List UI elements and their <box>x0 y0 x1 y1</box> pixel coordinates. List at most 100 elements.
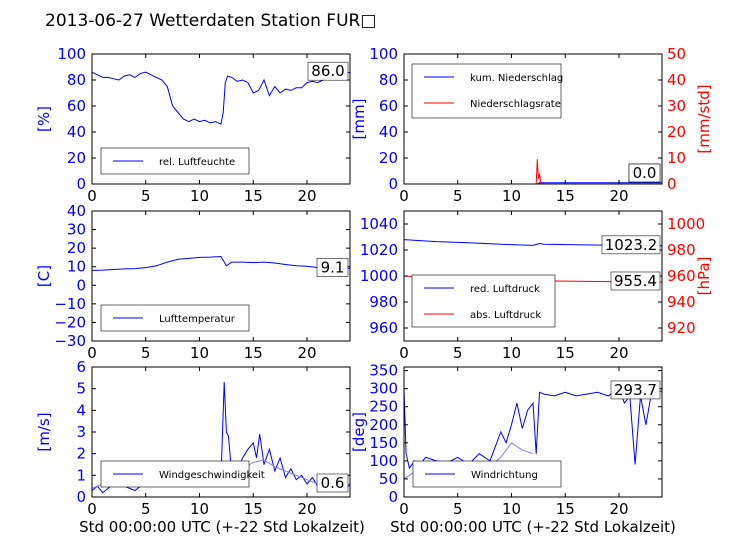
y-tick-label: 80 <box>379 71 398 89</box>
y-tick-label: 2 <box>76 445 86 463</box>
series-group <box>92 71 350 125</box>
y-tick-label: 100 <box>57 45 86 63</box>
current-value-box <box>601 235 661 255</box>
y-tick-label: 4 <box>76 401 86 419</box>
y-tick-label: 100 <box>369 45 398 63</box>
y-right-tick-label: 920 <box>667 319 696 337</box>
y-tick-label: 150 <box>369 434 398 452</box>
x-tick-label: 20 <box>297 344 316 362</box>
y-tick-label: 100 <box>369 452 398 470</box>
y-right-tick-label: 980 <box>667 241 696 259</box>
legend-label: Windgeschwindigkeit <box>159 470 265 481</box>
current-value-right-box <box>628 163 661 183</box>
x-tick-label: 20 <box>609 500 628 518</box>
series-line-lufttemperatur <box>92 255 350 271</box>
current-value: 293.7 <box>614 381 657 399</box>
legend-frame <box>100 147 250 175</box>
plot-frame <box>91 53 351 185</box>
current-value-box <box>316 258 349 277</box>
series-line-niederschlagsrate <box>404 159 662 184</box>
legend: kum. Niederschlag Niederschlagsrate <box>411 63 563 119</box>
y-axis-label: [m/s] <box>35 412 53 451</box>
panel-pressure: 0 5 10 15 20 960 980 1000 1020 1040 920 940 960 980 10… <box>360 210 713 362</box>
current-value: 86.0 <box>311 62 344 80</box>
y-tick-label: 5 <box>76 380 86 398</box>
x-tick-label: 20 <box>609 344 628 362</box>
y-tick-label: 40 <box>67 202 86 220</box>
x-tick-label: 10 <box>190 187 209 205</box>
y-tick-label: 10 <box>67 258 86 276</box>
legend: Windrichtung <box>412 460 562 488</box>
panel-precip: 0 5 10 15 20 0 20 40 60 80 100 [mm] 0 10 20 30 40 50 [mm/s… <box>350 45 713 205</box>
legend: Windgeschwindigkeit <box>100 460 265 488</box>
y-tick-label: 1020 <box>360 241 398 259</box>
series-group <box>404 159 662 184</box>
series-line-red-luftdruck <box>404 239 662 247</box>
panel-winddir: 0 5 10 15 20050100150200250300350[deg]293.7W… <box>350 362 663 518</box>
y-tick-label: 1 <box>76 466 86 484</box>
x-tick-label: 10 <box>502 344 521 362</box>
y-tick-label: −30 <box>54 332 86 350</box>
y-tick-label: 40 <box>67 123 86 141</box>
y-tick-label: 6 <box>76 358 86 376</box>
y-tick-label: 3 <box>76 423 86 441</box>
x-tick-label: 0 <box>87 344 97 362</box>
y-tick-label: 0 <box>76 276 86 294</box>
legend-label: kum. Niederschlag <box>470 73 563 84</box>
figure-title: 2013-06-27 Wetterdaten Station FUR□ <box>45 11 376 31</box>
x-tick-label: 0 <box>87 500 97 518</box>
legend-label: rel. Luftfeuchte <box>159 157 235 168</box>
legend: rel. Luftfeuchte <box>100 147 250 175</box>
y-tick-label: 0 <box>388 488 398 506</box>
x-tick-label: 10 <box>502 187 521 205</box>
y-tick-label: 30 <box>67 221 86 239</box>
series-group <box>92 255 350 271</box>
legend-label: Niederschlagsrate <box>470 99 561 110</box>
x-tick-label: 15 <box>556 344 575 362</box>
y-tick-label: 0 <box>76 175 86 193</box>
current-value-box <box>307 61 349 81</box>
x-tick-label: 15 <box>556 500 575 518</box>
y-right-axis-label: [hPa] <box>695 257 713 296</box>
y-right-tick-label: 0 <box>667 175 677 193</box>
x-tick-label: 20 <box>297 187 316 205</box>
x-tick-label: 0 <box>399 187 409 205</box>
y-right-tick-label: 940 <box>667 293 696 311</box>
legend-label: red. Luftdruck <box>470 284 540 295</box>
current-value-right: 0.0 <box>633 164 657 182</box>
current-value-box <box>316 473 349 493</box>
x-tick-label: 5 <box>453 187 463 205</box>
y-right-tick-label: 40 <box>667 71 686 89</box>
legend-frame <box>411 274 556 328</box>
series-line-kum-niederschlag <box>404 182 662 184</box>
y-right-tick-label: 10 <box>667 149 686 167</box>
y-right-tick-label: 50 <box>667 45 686 63</box>
legend: red. Luftdruck abs. Luftdruck <box>411 274 556 328</box>
y-tick-label: 20 <box>67 239 86 257</box>
current-value: 0.6 <box>321 474 345 492</box>
series-line-windrichtung <box>404 387 662 470</box>
y-tick-label: 1000 <box>360 267 398 285</box>
x-tick-label: 5 <box>141 344 151 362</box>
y-tick-label: 300 <box>369 380 398 398</box>
y-tick-label: −20 <box>54 313 86 331</box>
legend: Lufttemperatur <box>100 304 250 332</box>
current-value-box <box>610 380 661 400</box>
panel-windspeed: 0 5 10 15 200123456[m/s]0.6Windgeschwindigke… <box>35 358 351 518</box>
x-tick-label: 15 <box>244 500 263 518</box>
x-tick-label: 0 <box>399 344 409 362</box>
y-axis-label: [%] <box>35 106 53 132</box>
y-right-tick-label: 20 <box>667 123 686 141</box>
x-tick-label: 0 <box>87 187 97 205</box>
x-tick-label: 10 <box>190 500 209 518</box>
y-tick-label: 980 <box>369 293 398 311</box>
x-tick-label: 10 <box>190 344 209 362</box>
y-tick-label: −10 <box>54 295 86 313</box>
y-right-tick-label: 960 <box>667 267 696 285</box>
legend-frame <box>411 63 562 119</box>
legend-label: Windrichtung <box>471 470 538 481</box>
x-tick-label: 5 <box>453 344 463 362</box>
y-tick-label: 200 <box>369 416 398 434</box>
